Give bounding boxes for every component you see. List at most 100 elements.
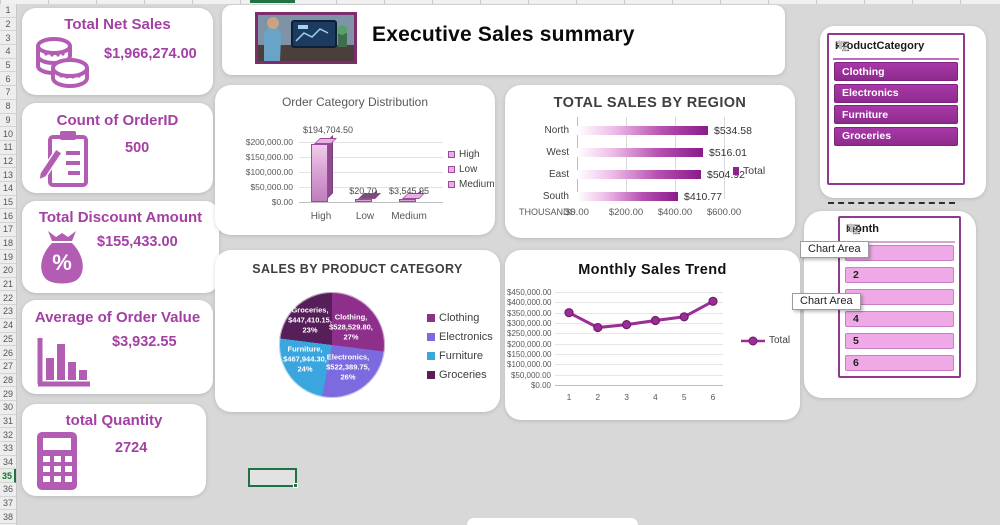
row-header-35[interactable]: 35 [0,469,16,484]
bar-north[interactable] [577,126,708,135]
legend-item-electronics[interactable]: Electronics [427,331,493,343]
active-column-indicator [250,0,295,3]
row-header-38[interactable]: 38 [0,510,16,525]
row-header-9[interactable]: 9 [0,114,16,128]
slicer-item-5[interactable]: 5 [845,333,954,349]
row-header-36[interactable]: 36 [0,483,16,497]
row-header-20[interactable]: 20 [0,264,16,278]
line-series-total[interactable] [505,250,800,420]
row-header-3[interactable]: 3 [0,31,16,46]
row-header-8[interactable]: 8 [0,100,16,114]
legend-item-medium[interactable]: Medium [448,179,495,190]
bar-3d-medium[interactable] [399,199,416,202]
legend-swatch [448,151,455,158]
data-point[interactable] [650,315,660,326]
legend-label: Furniture [439,350,484,362]
bar-3d-top[interactable] [314,138,337,144]
y-axis-tick: $150,000.00 [245,152,293,162]
row-header-31[interactable]: 31 [0,415,16,429]
row-header-15[interactable]: 15 [0,196,16,210]
kpi-card-total-quantity: total Quantity 2724 [22,404,206,496]
row-header-37[interactable]: 37 [0,497,16,511]
row-number-gutter[interactable]: 1 2 3 4 5 6 7 8 9 10 11 12 13 14 15 16 17 18 19 20 21 22 23 24 2… [0,4,17,525]
slicer-item-furniture[interactable]: Furniture [834,105,958,124]
fill-handle[interactable] [293,483,298,488]
legend-item-high[interactable]: High [448,149,480,160]
calculator-icon [37,432,77,490]
slicer-item-2[interactable]: 2 [845,267,954,283]
row-header-18[interactable]: 18 [0,237,16,251]
slicer-item-groceries[interactable]: Groceries [834,126,958,146]
row-header-21[interactable]: 21 [0,278,16,292]
selected-cell[interactable] [248,468,298,488]
legend-item-total[interactable]: Total [733,165,765,177]
row-header-22[interactable]: 22 [0,291,16,306]
bar-east[interactable] [577,170,701,179]
clear-filter-icon[interactable] [835,40,848,52]
bar-3d-high[interactable] [311,144,328,202]
row-header-29[interactable]: 29 [0,387,16,401]
y-axis-tick: $0.00 [271,197,293,207]
chart-order-category-distribution[interactable]: Order Category Distribution $200,000.00 $… [215,85,495,235]
chart-monthly-sales-trend[interactable]: Monthly Sales Trend $450,000.00 $400,000.… [505,250,800,420]
row-header-26[interactable]: 26 [0,346,16,360]
row-header-13[interactable]: 13 [0,168,16,182]
row-header-11[interactable]: 11 [0,141,16,155]
row-header-10[interactable]: 10 [0,127,16,141]
legend-label: Clothing [439,312,480,324]
row-header-4[interactable]: 4 [0,45,16,59]
slicer-title: Month [846,223,879,235]
row-header-16[interactable]: 16 [0,209,16,223]
row-header-23[interactable]: 23 [0,305,16,319]
legend-swatch [427,352,435,360]
legend-item-low[interactable]: Low [448,164,477,175]
row-header-5[interactable]: 5 [0,59,16,73]
slicer-item-clothing[interactable]: Clothing [834,62,958,81]
slicer-item-6[interactable]: 6 [845,355,954,371]
chart-area-tooltip: Chart Area [800,241,869,258]
row-header-7[interactable]: 7 [0,86,16,100]
row-header-2[interactable]: 2 [0,18,16,32]
slicer-product-category[interactable]: ProductCategory Clothing Electronics Furni… [827,33,965,185]
row-header-25[interactable]: 25 [0,333,16,347]
row-header-12[interactable]: 12 [0,155,16,169]
bar-south[interactable] [577,192,678,201]
y-axis-tick: $200,000.00 [245,137,293,147]
category-label: North [544,125,569,136]
legend-item-groceries[interactable]: Groceries [427,369,487,381]
row-header-27[interactable]: 27 [0,360,16,374]
legend-item-clothing[interactable]: Clothing [427,312,479,324]
legend-item-furniture[interactable]: Furniture [427,350,483,362]
legend-swatch [448,166,455,173]
data-point[interactable] [593,322,603,333]
clear-filter-icon[interactable] [846,223,859,235]
x-axis-label: 4 [653,392,658,402]
row-header-6[interactable]: 6 [0,72,16,87]
legend-item-total[interactable]: Total [741,335,790,346]
data-point[interactable] [708,296,718,306]
slicer-item-electronics[interactable]: Electronics [834,83,958,103]
slicer-item-4[interactable]: 4 [845,311,954,327]
bar-west[interactable] [577,148,703,157]
row-header-24[interactable]: 24 [0,319,16,333]
row-header-19[interactable]: 19 [0,250,16,265]
row-header-28[interactable]: 28 [0,374,16,388]
slicer-item-3[interactable]: 3 [845,289,954,305]
data-point[interactable] [679,312,689,322]
gridline [555,292,723,293]
row-header-34[interactable]: 34 [0,456,16,470]
row-header-1[interactable]: 1 [0,4,16,18]
row-header-33[interactable]: 33 [0,442,16,456]
pie-plot[interactable] [279,292,385,398]
chart-total-sales-by-region[interactable]: TOTAL SALES BY REGION $0.00 $200.00 $400.0… [505,85,795,238]
row-header-30[interactable]: 30 [0,401,16,415]
bar-3d-low[interactable] [355,199,372,202]
row-header-17[interactable]: 17 [0,223,16,237]
data-point[interactable] [564,308,574,318]
row-header-14[interactable]: 14 [0,182,16,196]
data-point[interactable] [621,320,632,330]
gridline [555,343,723,345]
chart-sales-by-product-category[interactable]: SALES BY PRODUCT CATEGORY Clothing, $528,… [215,250,500,412]
row-header-32[interactable]: 32 [0,428,16,442]
partial-card-edge [467,518,638,525]
